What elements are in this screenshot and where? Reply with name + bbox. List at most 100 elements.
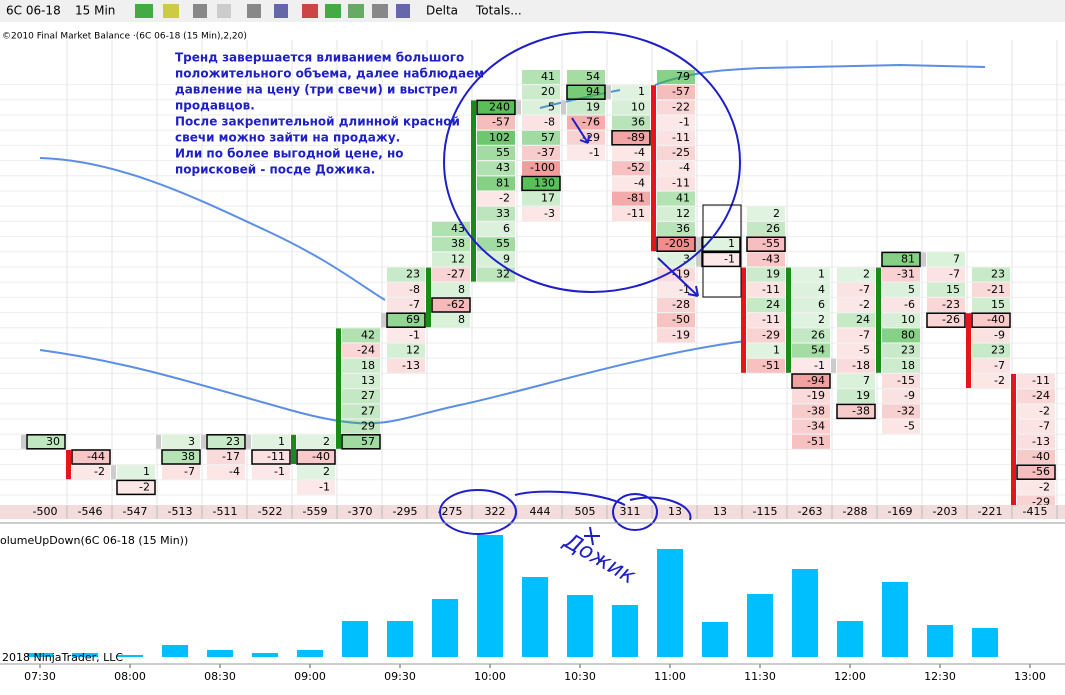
candle-body [201,434,206,449]
delta-cell [837,343,875,358]
delta-cell [657,328,695,343]
delta-cell [972,328,1010,343]
delta-value: -57 [492,116,510,129]
delta-cell [837,267,875,282]
delta-value: 10 [901,313,915,326]
delta-value: 19 [856,389,870,402]
delta-cell [882,404,920,419]
delta-value: 1 [728,237,735,250]
delta-value: 81 [901,252,915,265]
delta-value: -26 [942,313,960,326]
delta-cell [791,373,831,389]
delta-value: -2 [1039,480,1050,493]
delta-cell [432,282,470,297]
delta-value: 5 [548,100,555,113]
delta-cell [566,84,606,100]
delta-cell [297,465,335,480]
delta-cell [26,434,66,450]
delta-value: -11 [1032,374,1050,387]
delta-value: 27 [361,404,375,417]
delta-value: 5 [908,283,915,296]
delta-value: -40 [987,313,1005,326]
menu-delta[interactable]: Delta [426,4,458,18]
delta-cell [927,298,965,312]
candle-body [291,434,296,464]
volume-bar [207,650,233,657]
delta-cell [252,434,290,449]
delta-cell [657,115,695,130]
delta-cell [477,267,515,282]
delta-value: 17 [541,192,555,205]
delta-cell [612,191,650,206]
delta-cell [792,434,830,449]
delta-value: 42 [361,328,375,341]
delta-value: 1 [638,85,645,98]
volume-bar [657,549,683,657]
instrument[interactable]: 6C 06-18 [6,4,61,18]
delta-cell [837,389,875,404]
toolbar-icons [135,4,410,18]
delta-value: -13 [1032,435,1050,448]
delta-value: -21 [987,283,1005,296]
delta-cell [882,374,920,388]
delta-value: 32 [496,268,510,281]
delta-value: 57 [361,435,375,448]
delta-cell [747,358,785,373]
delta-cell [432,252,470,267]
delta-cell [792,313,830,328]
total-value: -546 [78,505,103,518]
delta-cell [342,404,380,419]
delta-cell [567,130,605,145]
time-label: 08:00 [114,670,146,683]
delta-cell [657,100,695,115]
delta-cell [747,313,785,328]
delta-cell [567,100,605,115]
delta-cell [387,328,425,343]
delta-cell [72,465,110,480]
delta-value: -34 [807,420,825,433]
delta-value: -5 [904,420,915,433]
delta-cell [882,358,920,373]
delta-value: 26 [811,328,825,341]
toolbar [0,0,1065,22]
delta-value: 15 [991,298,1005,311]
delta-cell [747,252,785,267]
menu-totals[interactable]: Totals... [475,4,522,18]
delta-cell [792,298,830,312]
annotation-line: Тренд завершается вливанием большого [175,51,464,65]
delta-value: 10 [631,100,645,113]
delta-value: -2 [1039,404,1050,417]
interval[interactable]: 15 Min [75,4,115,18]
delta-value: 15 [946,283,960,296]
delta-cell [342,374,380,388]
delta-value: 54 [811,344,825,357]
delta-value: -50 [672,313,690,326]
annotation-line: Или по более выгодной цене, но [175,147,404,161]
delta-value: 1 [773,344,780,357]
candle-body [426,267,431,328]
annotation-line: давление на цену (три свечи) и выстрел [175,83,458,97]
delta-cell [837,358,875,373]
total-value: -263 [798,505,823,518]
delta-value: -51 [807,435,825,448]
delta-cell [927,267,965,282]
delta-value: -52 [627,161,645,174]
delta-value: 79 [676,70,690,83]
volume-bar [612,605,638,657]
total-value: -370 [348,505,373,518]
delta-cell [971,312,1011,328]
delta-cell [1017,480,1055,495]
delta-value: 18 [901,359,915,372]
delta-value: 24 [856,313,870,326]
time-label: 12:00 [834,670,866,683]
delta-cell [387,343,425,358]
delta-cell [297,480,335,495]
delta-cell [477,222,515,236]
time-label: 09:00 [294,670,326,683]
delta-value: 81 [496,176,510,189]
volume-bar [72,653,98,657]
delta-value: 30 [46,435,60,448]
candle-body [516,100,521,115]
total-value: -169 [888,505,913,518]
